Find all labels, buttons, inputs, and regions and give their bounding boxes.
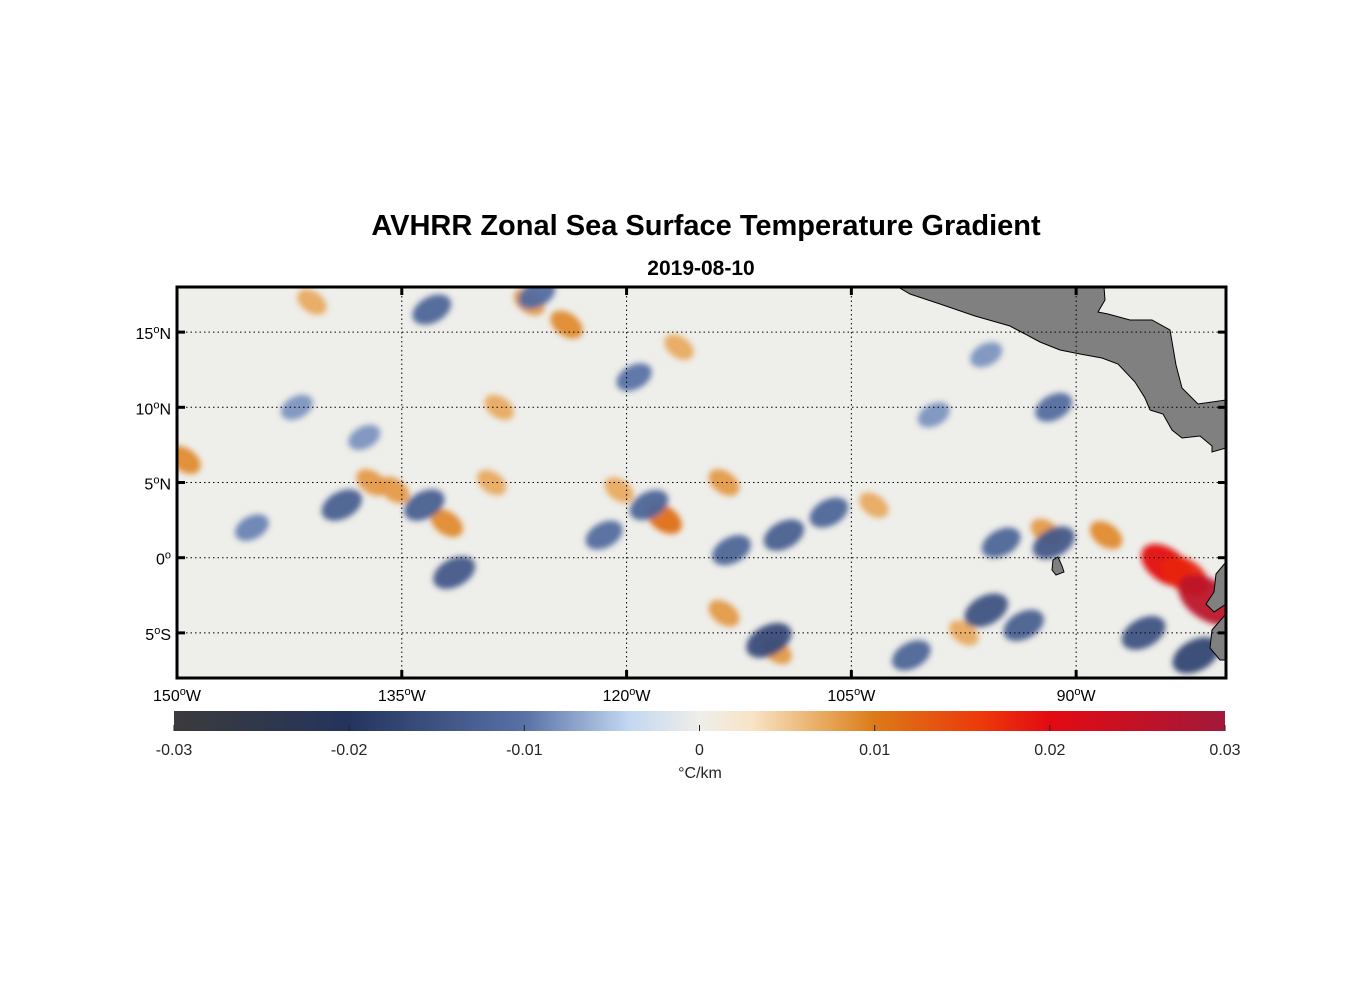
field-feature-cold-96w-n — [970, 342, 1003, 368]
chart-title: AVHRR Zonal Sea Surface Temperature Grad… — [371, 210, 1041, 242]
colorbar-tick-label: -0.01 — [506, 742, 543, 759]
field-feature-cold-band-131w — [433, 556, 476, 589]
y-tick-label: 5oN — [144, 475, 171, 494]
x-tick-label: 105oW — [827, 686, 876, 705]
field-feature-warm-128w — [477, 469, 507, 496]
x-tick-label: 150oW — [153, 686, 202, 705]
x-tick-label: 90oW — [1057, 686, 1097, 705]
colorbar-tick-label: -0.02 — [331, 742, 368, 759]
field-feature-cold-band-122w — [585, 520, 623, 550]
colorbar-ticks: -0.03 -0.02 -0.01 0 0.01 0.02 0.03 — [156, 725, 1241, 759]
field-feature-cold-band-106w — [809, 497, 849, 528]
field-feature-warm-88w — [1089, 521, 1123, 550]
land-masses — [897, 287, 1226, 661]
field-feature-cold-band-145w — [235, 514, 269, 541]
colorbar-tick-label: 0.02 — [1034, 742, 1065, 759]
y-axis-labels: 15oN 10oN 5oN 0o​ 5oS — [136, 324, 171, 644]
field-feature-warm-114w-s — [708, 599, 740, 627]
galapagos-islands — [1051, 556, 1065, 576]
field-feature-warm-128w-9n — [484, 394, 514, 421]
colorbar-tick-label: 0.03 — [1209, 742, 1240, 759]
south-america-land — [1205, 561, 1226, 661]
field-feature-cold-100w-s — [891, 640, 931, 671]
colorbar: -0.03 -0.02 -0.01 0 0.01 0.02 0.03 °C/km — [156, 711, 1241, 782]
field-feature-warm-136w — [378, 476, 410, 504]
colorbar-tick-label: 0.01 — [859, 742, 890, 759]
field-feature-warm-104w — [859, 492, 889, 518]
field-feature-warm-97w — [949, 620, 979, 646]
map-panel — [175, 285, 1228, 680]
y-tick-label: 15oN — [136, 324, 171, 343]
colorbar-tick-label: 0 — [695, 742, 704, 759]
chart-subtitle: 2019-08-10 — [647, 257, 754, 280]
field-feature-cold-band-137w — [321, 489, 362, 521]
colorbar-bar — [174, 711, 1225, 731]
x-tick-label: 120oW — [603, 686, 652, 705]
field-feature-warm-114w — [708, 469, 740, 496]
y-tick-label: 5oS — [145, 625, 171, 644]
field-feature-cold-120w-n — [616, 363, 652, 392]
field-feature-warm-150w — [177, 445, 201, 474]
field-feature-cold-82w-s — [1172, 637, 1220, 674]
field-feature-cold-142w-n — [280, 394, 313, 420]
field-feature-cold-92w-n — [1035, 392, 1073, 422]
field-feature-cold-100w-n — [917, 402, 950, 428]
sst-gradient-field — [177, 287, 1226, 674]
field-feature-cold-band-110w — [763, 519, 805, 551]
field-feature-warm-116w — [664, 334, 694, 360]
field-feature-warm-141w — [297, 289, 327, 315]
y-tick-label: 10oN — [136, 399, 171, 418]
field-feature-cold-138w-n — [348, 424, 381, 451]
field-feature-cold-95w — [981, 527, 1021, 558]
y-tick-label: 0o​ — [156, 550, 171, 569]
field-feature-cold-133w-n — [412, 294, 452, 325]
field-feature-cold-93w-s — [1003, 609, 1044, 642]
field-feature-warm-125w — [550, 310, 583, 339]
field-feature-cold-band-118w — [629, 490, 669, 521]
field-feature-warm-121w — [604, 477, 634, 503]
field-feature-cold-91w — [1032, 526, 1075, 559]
central-america-land — [897, 287, 1226, 453]
axis-ticks — [175, 286, 1227, 679]
field-feature-cold-110w-s — [746, 622, 792, 658]
colorbar-label: °C/km — [678, 765, 722, 782]
x-axis-labels: 150oW 135oW 120oW 105oW 90oW — [153, 686, 1097, 705]
field-feature-warm-ring-132w — [430, 509, 463, 538]
grid-lines — [177, 287, 1226, 678]
field-feature-cold-96w-s — [964, 593, 1009, 628]
field-feature-cold-band-133w — [404, 489, 445, 521]
x-tick-label: 135oW — [378, 686, 427, 705]
colorbar-tick-label: -0.03 — [156, 742, 193, 759]
field-feature-cold-85w-s — [1121, 615, 1166, 650]
